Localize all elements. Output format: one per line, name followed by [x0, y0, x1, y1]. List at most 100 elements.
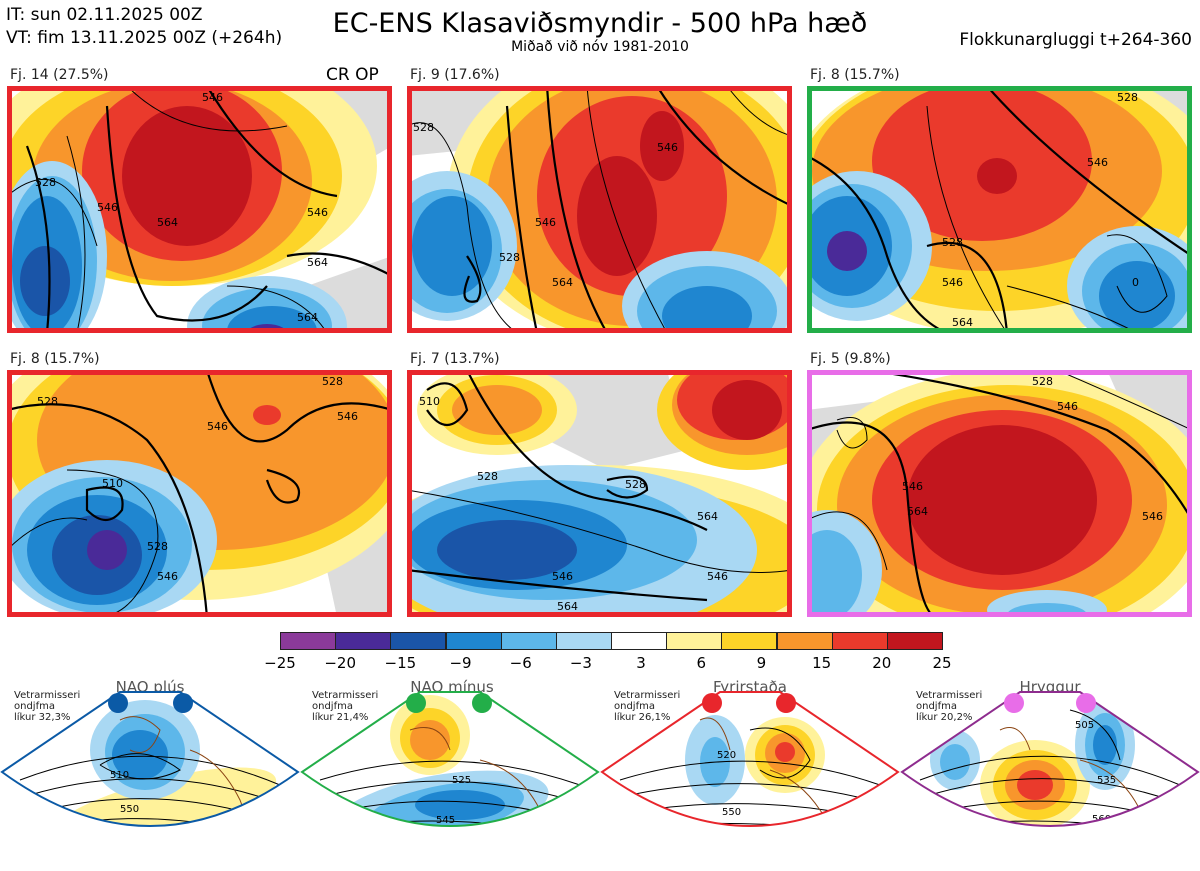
regime-contour-label: 520 [717, 750, 736, 761]
initial-time: IT: sun 02.11.2025 00Z [6, 5, 203, 25]
contour-label: 564 [552, 276, 573, 289]
contour-label: 546 [902, 480, 923, 493]
colorbar-tick-label: 15 [812, 654, 832, 672]
regime-info-nao-plus: Vetrarmisseri ondjfma líkur 32,3% [14, 690, 81, 723]
colorbar-cell [611, 632, 668, 650]
contour-label: 528 [35, 176, 56, 189]
contour-label: 510 [102, 477, 123, 490]
panel-border [407, 370, 792, 617]
regime-contour-label: 550 [722, 807, 741, 818]
classification-window: Flokkunargluggi t+264-360 [959, 30, 1192, 50]
panel-label-1: Fj. 14 (27.5%) [10, 67, 109, 83]
colorbar-cell [721, 632, 778, 650]
contour-label: 564 [952, 316, 973, 329]
panel-border [7, 370, 392, 617]
panel-label-3: Fj. 8 (15.7%) [810, 67, 900, 83]
contour-label: 528 [37, 395, 58, 408]
colorbar-tick-label: 25 [932, 654, 952, 672]
contour-label: 546 [157, 570, 178, 583]
cr-op-label: CR OP [326, 65, 379, 85]
regime-contour-label: 510 [110, 770, 129, 781]
panel-border [7, 86, 392, 333]
cluster-map-6: 528 546 546 564 546 [807, 370, 1192, 617]
colorbar-cell [666, 632, 723, 650]
colorbar-tick-label: −20 [324, 654, 356, 672]
cluster-map-3: 528 546 528 546 564 0 [807, 86, 1192, 333]
regime-info-nao-minus: Vetrarmisseri ondjfma líkur 21,4% [312, 690, 379, 723]
panel-border [807, 370, 1192, 617]
panel-label-2: Fj. 9 (17.6%) [410, 67, 500, 83]
regime-contour-label: 560 [737, 833, 756, 844]
contour-label: 564 [697, 510, 718, 523]
regime-dot-ridge-right [1076, 693, 1096, 713]
regime-maps: 510 550 525 545 565 [0, 691, 1200, 861]
panel-border [807, 86, 1192, 333]
colorbar-tick-label: 9 [756, 654, 767, 672]
contour-label: 546 [97, 201, 118, 214]
contour-label: 510 [419, 395, 440, 408]
colorbar-cell [555, 632, 612, 650]
regime-dot-nao-plus-right [173, 693, 193, 713]
regime-contour-label: 550 [120, 804, 139, 815]
colorbar-cell [500, 632, 557, 650]
regime-contour-label: 545 [436, 815, 455, 826]
panel-label-5: Fj. 7 (13.7%) [410, 351, 500, 367]
panel-border [407, 86, 792, 333]
contour-label: 0 [1132, 276, 1139, 289]
colorbar-tick-label: −9 [449, 654, 472, 672]
contour-label: 528 [147, 540, 168, 553]
colorbar-tick-label: 20 [872, 654, 892, 672]
colorbar-tick-label: 6 [696, 654, 707, 672]
contour-label: 546 [552, 570, 573, 583]
regime-dot-blocking-right [776, 693, 796, 713]
colorbar-cell [445, 632, 502, 650]
regime-dot-nao-minus-right [472, 693, 492, 713]
cluster-map-4: 528 546 510 528 546 546 528 [7, 370, 392, 617]
colorbar-cell [390, 632, 447, 650]
colorbar-tick-label: −3 [569, 654, 592, 672]
contour-label: 564 [307, 256, 328, 269]
contour-label: 546 [207, 420, 228, 433]
contour-label: 564 [297, 311, 318, 324]
regime-contour-label: 535 [1097, 775, 1116, 786]
panel-label-4: Fj. 8 (15.7%) [10, 351, 100, 367]
regime-dot-blocking-left [702, 693, 722, 713]
colorbar-cell [886, 632, 943, 650]
contour-label: 546 [1142, 510, 1163, 523]
colorbar-cell [776, 632, 833, 650]
regime-info-blocking: Vetrarmisseri ondjfma líkur 26,1% [614, 690, 681, 723]
contour-label: 528 [1117, 91, 1138, 104]
contour-label: 546 [202, 91, 223, 104]
contour-label: 528 [1032, 375, 1053, 388]
colorbar-tick-label: −6 [509, 654, 532, 672]
contour-label: 546 [535, 216, 556, 229]
contour-label: 528 [942, 236, 963, 249]
contour-label: 564 [557, 600, 578, 613]
contour-label: 546 [657, 141, 678, 154]
contour-label: 528 [477, 470, 498, 483]
colorbar-cell [831, 632, 888, 650]
contour-label: 546 [307, 206, 328, 219]
climatology-subtitle: Miðað við nóv 1981-2010 [511, 39, 689, 55]
colorbar-tick-label: −15 [384, 654, 417, 672]
contour-label: 546 [1087, 156, 1108, 169]
contour-label: 546 [942, 276, 963, 289]
regime-info-ridge: Vetrarmisseri ondjfma líkur 20,2% [916, 690, 983, 723]
page-title: EC-ENS Klasaviðsmyndir - 500 hPa hæð [332, 8, 868, 39]
colorbar-cell [335, 632, 392, 650]
contour-label: 546 [707, 570, 728, 583]
regime-contour-label: 565 [446, 850, 465, 861]
regime-dot-ridge-left [1004, 693, 1024, 713]
regime-contour-label: 525 [452, 775, 471, 786]
run-info: IT: sun 02.11.2025 00Z VT: fim 13.11.202… [6, 4, 282, 50]
regime-dot-nao-plus-left [108, 693, 128, 713]
cluster-map-5: 510 528 528 546 564 546 564 [407, 370, 792, 617]
contour-label: 528 [413, 121, 434, 134]
contour-label: 546 [337, 410, 358, 423]
contour-label: 528 [322, 375, 343, 388]
contour-label: 564 [157, 216, 178, 229]
contour-label: 528 [625, 478, 646, 491]
regime-contour-label: 505 [1075, 720, 1094, 731]
contour-label: 546 [1057, 400, 1078, 413]
contour-label: 564 [907, 505, 928, 518]
